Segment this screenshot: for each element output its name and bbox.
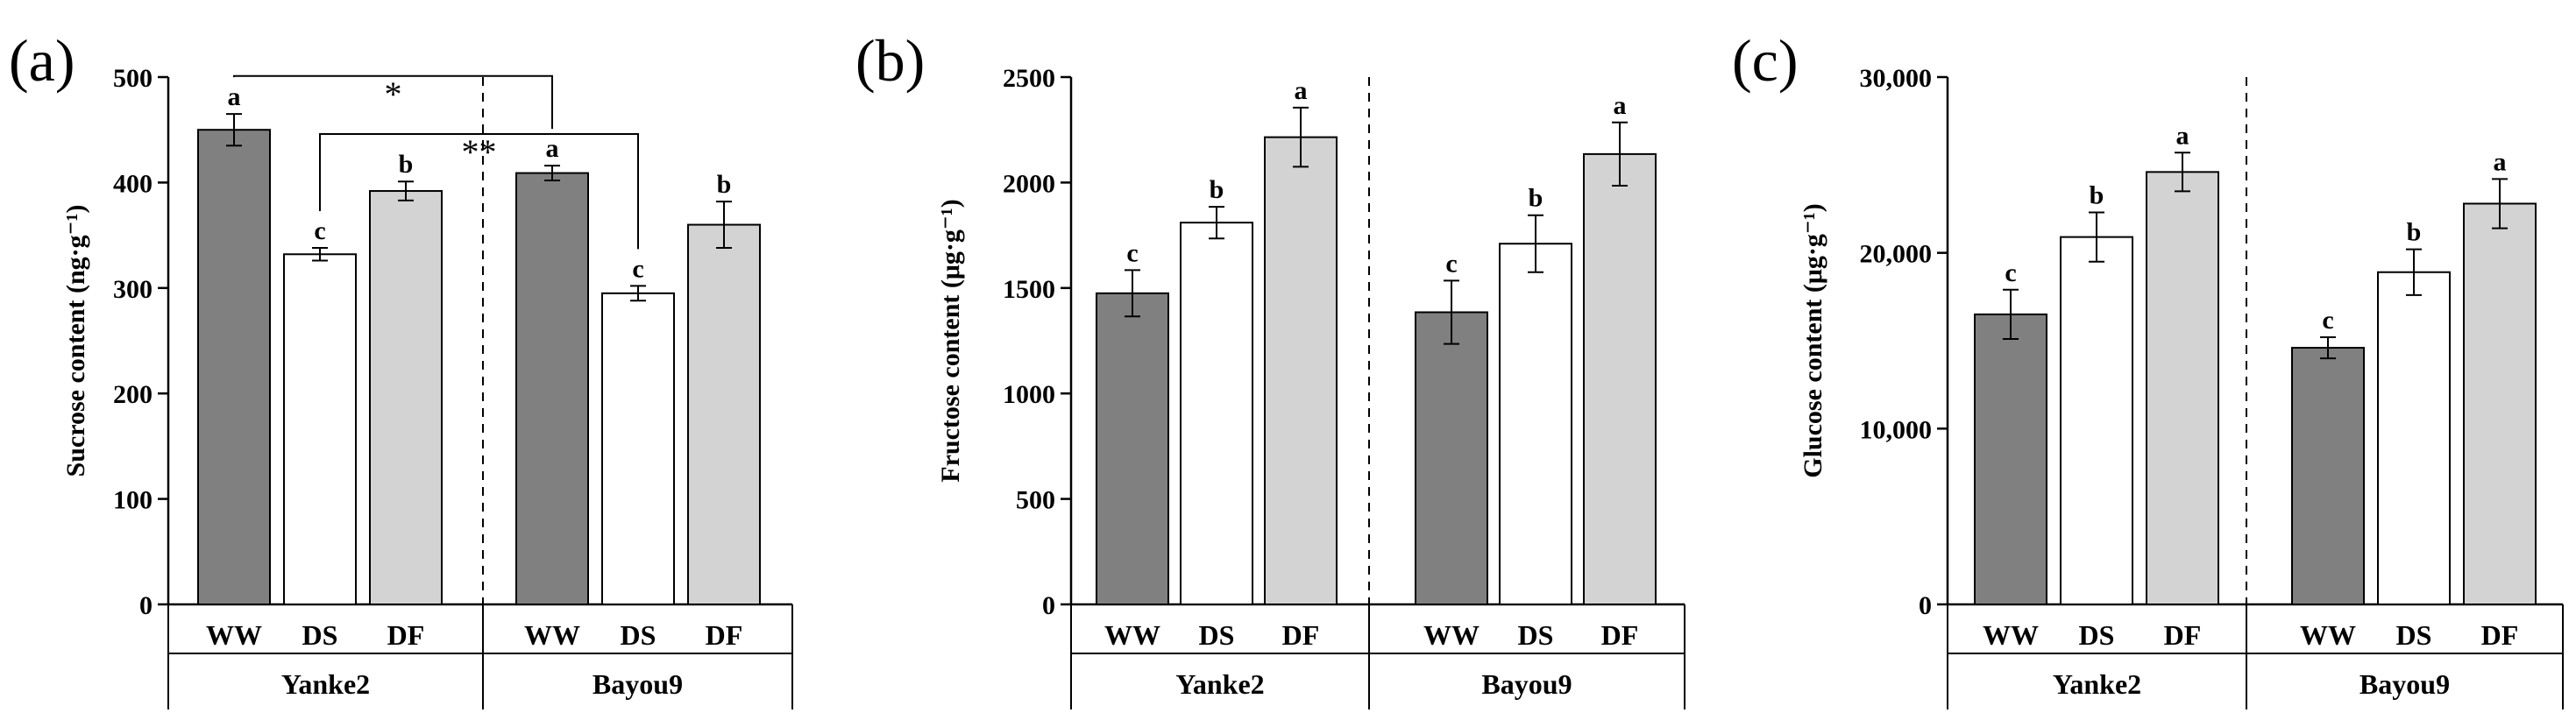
significance-letter: c bbox=[632, 254, 643, 283]
bar-df-bayou9 bbox=[2463, 202, 2537, 605]
y-axis-title: Sucrose content (ng·g⁻¹) bbox=[61, 205, 90, 477]
category-label: WW bbox=[1104, 619, 1160, 651]
bar-ds-yanke2 bbox=[1180, 222, 1253, 605]
bar-df-bayou9 bbox=[1583, 152, 1657, 605]
significance-letter: a bbox=[2494, 147, 2507, 176]
bar-ww-bayou9 bbox=[515, 172, 589, 605]
y-tick-label: 30,000 bbox=[1860, 64, 1933, 93]
category-label: DF bbox=[1282, 619, 1320, 651]
category-label: DF bbox=[387, 619, 425, 651]
y-tick-label: 200 bbox=[113, 380, 153, 409]
group-label: Yanke2 bbox=[281, 668, 370, 700]
group-label: Yanke2 bbox=[1175, 668, 1264, 700]
bar-ds-yanke2 bbox=[283, 253, 357, 605]
y-tick-label: 2000 bbox=[1003, 169, 1055, 198]
panel-label: (b) bbox=[855, 27, 925, 94]
category-label: WW bbox=[1983, 619, 2039, 651]
significance-letter: b bbox=[2090, 181, 2104, 210]
y-tick-label: 100 bbox=[113, 486, 153, 515]
significance-letter: a bbox=[2176, 121, 2189, 150]
category-label: WW bbox=[206, 619, 262, 651]
panel-label: (a) bbox=[9, 27, 75, 94]
y-tick-label: 10,000 bbox=[1860, 415, 1933, 444]
y-tick-label: 0 bbox=[139, 591, 153, 620]
significance-letter: c bbox=[314, 216, 325, 245]
significance-letter: b bbox=[2407, 218, 2422, 247]
category-label: WW bbox=[2300, 619, 2356, 651]
category-label: DS bbox=[2396, 619, 2432, 651]
bar-df-yanke2 bbox=[369, 190, 443, 605]
category-label: DS bbox=[1518, 619, 1554, 651]
significance-letter: c bbox=[2322, 306, 2333, 335]
bar-ww-yanke2 bbox=[1974, 313, 2047, 605]
y-tick-label: 20,000 bbox=[1860, 240, 1933, 269]
group-label: Bayou9 bbox=[593, 668, 683, 700]
significance-letter: b bbox=[399, 150, 414, 179]
significance-marker: ** bbox=[462, 132, 497, 172]
category-label: DS bbox=[2079, 619, 2115, 651]
bar-ds-bayou9 bbox=[2377, 271, 2451, 605]
group-label: Bayou9 bbox=[1481, 668, 1572, 700]
significance-letter: b bbox=[717, 170, 732, 199]
y-axis-title: Fructose content (μg·g⁻¹) bbox=[936, 199, 965, 482]
bar-ww-yanke2 bbox=[197, 129, 271, 605]
group-label: Yanke2 bbox=[2053, 668, 2141, 700]
bar-ds-yanke2 bbox=[2060, 236, 2133, 605]
panel-label: (c) bbox=[1732, 27, 1798, 94]
significance-letter: b bbox=[1210, 175, 1224, 204]
bar-ww-bayou9 bbox=[1415, 311, 1488, 605]
y-tick-label: 1000 bbox=[1003, 380, 1055, 409]
group-label: Bayou9 bbox=[2360, 668, 2450, 700]
y-tick-label: 500 bbox=[1016, 486, 1055, 515]
bar-df-yanke2 bbox=[2146, 171, 2219, 606]
significance-marker: * bbox=[385, 74, 402, 114]
bar-ww-yanke2 bbox=[1096, 292, 1169, 605]
panel-a: (a) 0 100 200 300 400 500 Sucrose content (ng·g… bbox=[9, 27, 793, 709]
panel-b: (b) 0 500 1000 1500 2000 2500 Fructose content … bbox=[855, 27, 1685, 709]
y-tick-label: 400 bbox=[113, 169, 153, 198]
category-label: DS bbox=[1199, 619, 1235, 651]
y-tick-label: 500 bbox=[113, 64, 153, 93]
panel-c: (c) 0 10,000 20,000 30,000 Glucose content (μ… bbox=[1732, 27, 2564, 709]
category-label: DS bbox=[302, 619, 338, 651]
y-tick-label: 0 bbox=[1042, 591, 1055, 620]
category-label: DF bbox=[1601, 619, 1639, 651]
bar-df-bayou9 bbox=[687, 223, 761, 605]
y-tick-label: 2500 bbox=[1003, 64, 1055, 93]
category-label: DF bbox=[2481, 619, 2519, 651]
significance-letter: a bbox=[546, 134, 559, 163]
significance-bracket bbox=[233, 74, 553, 130]
bar-ww-bayou9 bbox=[2291, 347, 2365, 605]
y-tick-label: 300 bbox=[113, 275, 153, 304]
category-label: DF bbox=[2164, 619, 2202, 651]
significance-letter: a bbox=[1295, 76, 1308, 105]
significance-letter: c bbox=[1445, 249, 1457, 278]
y-tick-label: 0 bbox=[1919, 591, 1932, 620]
bar-df-yanke2 bbox=[1264, 136, 1338, 606]
significance-letter: c bbox=[2005, 258, 2016, 287]
category-label: DS bbox=[621, 619, 656, 651]
y-tick-label: 1500 bbox=[1003, 275, 1055, 304]
bar-ds-bayou9 bbox=[1499, 243, 1572, 605]
significance-bracket bbox=[319, 133, 639, 250]
category-label: DF bbox=[706, 619, 743, 651]
bar-ds-bayou9 bbox=[601, 292, 675, 605]
y-axis-title: Glucose content (μg·g⁻¹) bbox=[1799, 203, 1827, 477]
category-label: WW bbox=[1423, 619, 1480, 651]
category-label: WW bbox=[524, 619, 580, 651]
significance-letter: c bbox=[1126, 238, 1138, 267]
significance-letter: a bbox=[228, 82, 241, 111]
significance-letter: a bbox=[1614, 91, 1627, 120]
significance-letter: b bbox=[1529, 184, 1543, 213]
